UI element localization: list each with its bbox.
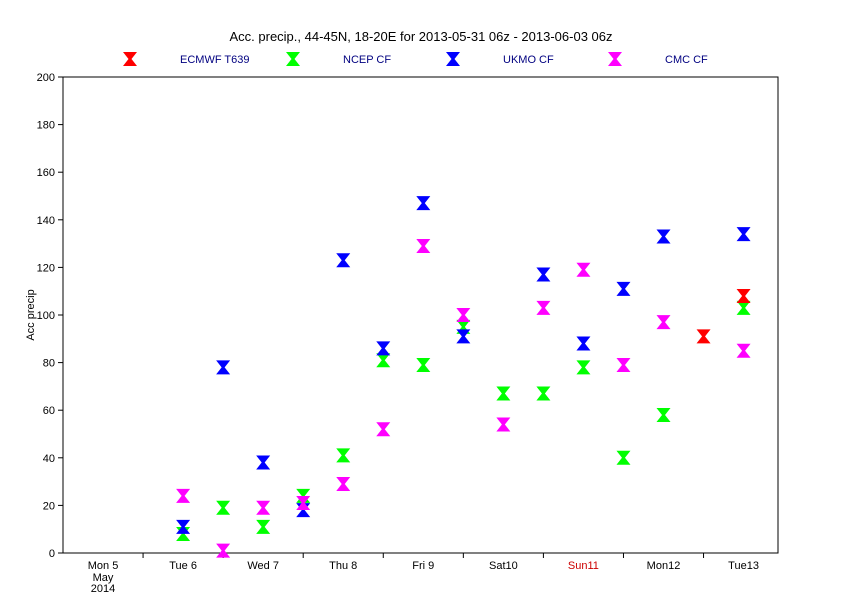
data-point [296, 496, 311, 511]
data-point [336, 253, 351, 268]
data-point [176, 519, 191, 534]
data-point [736, 227, 751, 242]
legend-marker [608, 52, 622, 66]
data-point [656, 407, 671, 422]
y-tick-label: 140 [37, 215, 55, 227]
legend-label: CMC CF [665, 54, 708, 66]
data-markers [176, 196, 751, 558]
data-point [376, 353, 391, 368]
data-point [736, 300, 751, 315]
data-point [456, 329, 471, 344]
plot-frame [62, 76, 779, 554]
y-tick-label: 200 [37, 72, 55, 84]
data-point [536, 267, 551, 282]
x-tick-label: Tue 6 [169, 560, 197, 572]
data-point [616, 450, 631, 465]
data-point [336, 448, 351, 463]
data-point [416, 238, 431, 253]
data-point [736, 343, 751, 358]
x-tick-label: Sun11 [568, 560, 599, 572]
y-tick-label: 180 [37, 120, 55, 132]
data-point [496, 386, 511, 401]
data-point [736, 288, 751, 303]
y-axis: 0 20 40 60 80 100 120 140 160 180 200 [37, 72, 63, 560]
data-point [576, 336, 591, 351]
legend-label: NCEP CF [343, 54, 391, 66]
x-tick-sublabel: May [93, 572, 114, 584]
data-point [376, 341, 391, 356]
data-point [576, 360, 591, 375]
data-point [656, 315, 671, 330]
x-tick-label: Wed 7 [247, 560, 279, 572]
legend: ECMWF T639 NCEP CF UKMO CF CMC CF [123, 52, 708, 66]
x-tick-label: Sat10 [489, 560, 518, 572]
data-point [376, 422, 391, 437]
y-tick-label: 100 [37, 310, 55, 322]
data-point [696, 329, 711, 344]
data-point [616, 281, 631, 296]
data-point [576, 262, 591, 277]
legend-marker [123, 52, 137, 66]
data-point [176, 488, 191, 503]
x-tick-label: Tue13 [728, 560, 759, 572]
data-point [616, 357, 631, 372]
y-tick-label: 60 [43, 405, 55, 417]
y-tick-label: 80 [43, 358, 55, 370]
legend-marker [286, 52, 300, 66]
legend-marker [446, 52, 460, 66]
y-tick-label: 160 [37, 167, 55, 179]
x-tick-label: Mon12 [647, 560, 681, 572]
data-point [536, 386, 551, 401]
x-tick-label: Thu 8 [329, 560, 357, 572]
x-tick-label: Mon 5 [88, 560, 119, 572]
data-point [496, 417, 511, 432]
x-tick-label: Fri 9 [412, 560, 434, 572]
data-point [336, 476, 351, 491]
y-tick-label: 20 [43, 500, 55, 512]
legend-label: UKMO CF [503, 54, 554, 66]
data-point [456, 308, 471, 322]
data-point [216, 360, 231, 375]
x-tick-sublabel: 2014 [91, 583, 115, 595]
y-axis-label: Acc precip [25, 289, 37, 340]
data-point [216, 500, 231, 515]
data-point [416, 357, 431, 372]
y-tick-label: 120 [37, 262, 55, 274]
y-tick-label: 40 [43, 453, 55, 465]
chart-title: Acc. precip., 44-45N, 18-20E for 2013-05… [229, 29, 612, 44]
data-point [416, 196, 431, 211]
y-tick-label: 0 [49, 548, 55, 560]
legend-label: ECMWF T639 [180, 54, 249, 66]
data-point [536, 300, 551, 315]
data-point [656, 229, 671, 244]
data-point [256, 500, 271, 515]
data-point [256, 519, 271, 534]
data-point [216, 543, 231, 558]
data-point [256, 455, 271, 470]
